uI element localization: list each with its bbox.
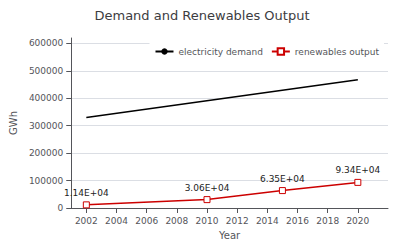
svg-text:600000: 600000 bbox=[29, 38, 64, 48]
svg-text:2006: 2006 bbox=[135, 216, 158, 226]
svg-text:400000: 400000 bbox=[29, 93, 64, 103]
svg-text:0: 0 bbox=[58, 203, 64, 213]
svg-text:GWh: GWh bbox=[8, 111, 19, 135]
svg-text:2010: 2010 bbox=[196, 216, 219, 226]
svg-text:3.06E+04: 3.06E+04 bbox=[185, 183, 230, 193]
svg-text:Year: Year bbox=[218, 230, 241, 241]
svg-text:Demand and Renewables Output: Demand and Renewables Output bbox=[94, 8, 309, 23]
svg-text:200000: 200000 bbox=[29, 148, 64, 158]
svg-text:500000: 500000 bbox=[29, 66, 64, 76]
svg-text:2002: 2002 bbox=[75, 216, 98, 226]
svg-text:9.34E+04: 9.34E+04 bbox=[335, 165, 380, 175]
svg-text:renewables output: renewables output bbox=[295, 47, 380, 57]
svg-text:100000: 100000 bbox=[29, 176, 64, 186]
svg-text:2020: 2020 bbox=[346, 216, 369, 226]
svg-text:2012: 2012 bbox=[226, 216, 249, 226]
svg-text:2008: 2008 bbox=[165, 216, 188, 226]
svg-text:6.35E+04: 6.35E+04 bbox=[260, 174, 305, 184]
svg-text:300000: 300000 bbox=[29, 121, 64, 131]
svg-text:1.14E+04: 1.14E+04 bbox=[64, 188, 109, 198]
svg-text:2016: 2016 bbox=[286, 216, 309, 226]
svg-text:electricity demand: electricity demand bbox=[178, 47, 262, 57]
svg-text:2014: 2014 bbox=[256, 216, 279, 226]
svg-text:2018: 2018 bbox=[316, 216, 339, 226]
svg-text:2004: 2004 bbox=[105, 216, 128, 226]
